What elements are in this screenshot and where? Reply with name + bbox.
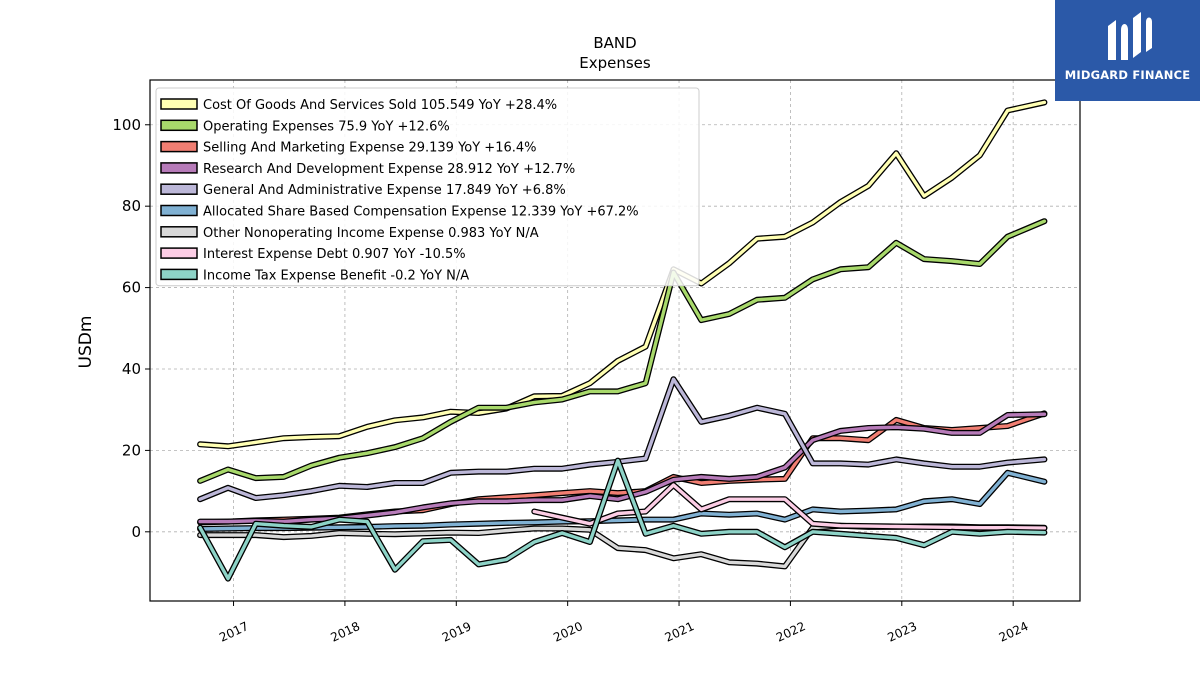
y-axis-label: USDm — [76, 316, 96, 369]
legend-box — [155, 87, 700, 287]
legend-swatch — [160, 162, 198, 174]
legend-label: Income Tax Expense Benefit -0.2 YoY N/A — [203, 268, 469, 283]
y-tick-label: 0 — [131, 523, 141, 541]
legend-item: Income Tax Expense Benefit -0.2 YoY N/A — [160, 268, 469, 283]
legend-swatch — [160, 98, 198, 110]
x-tick-label: 2021 — [663, 619, 697, 645]
legend-swatch — [160, 119, 198, 132]
legend-label: Other Nonoperating Income Expense 0.983 … — [203, 226, 539, 241]
legend-label: Operating Expenses 75.9 YoY +12.6% — [203, 119, 450, 134]
series-line — [198, 100, 1047, 448]
plot-series — [197, 99, 1048, 582]
legend-swatch — [160, 204, 198, 217]
legend-label: Interest Expense Debt 0.907 YoY -10.5% — [203, 247, 466, 262]
x-tick-label: 2024 — [997, 619, 1031, 645]
legend-swatch — [160, 140, 198, 153]
series-2 — [197, 218, 1048, 484]
legend-swatch — [160, 183, 198, 195]
x-tick-label: 2017 — [217, 619, 251, 645]
legend-item: Cost Of Goods And Services Sold 105.549 … — [160, 98, 557, 113]
x-tick-label: 2023 — [885, 619, 919, 645]
legend: Cost Of Goods And Services Sold 105.549 … — [155, 87, 700, 287]
series-8 — [531, 482, 1048, 532]
y-tick-label: 20 — [122, 441, 141, 459]
legend-label: Selling And Marketing Expense 29.139 YoY… — [203, 141, 537, 156]
legend-label: Cost Of Goods And Services Sold 105.549 … — [203, 98, 557, 113]
series-6 — [197, 469, 1048, 532]
legend-label: Allocated Share Based Compensation Expen… — [203, 205, 639, 220]
brand-name: MIDGARD FINANCE — [1064, 68, 1191, 82]
legend-item: Allocated Share Based Compensation Expen… — [160, 204, 639, 220]
legend-item: Research And Development Expense 28.912 … — [160, 162, 575, 177]
y-tick-label: 60 — [122, 279, 141, 297]
series-line — [532, 483, 1047, 530]
y-tick-label: 40 — [122, 360, 141, 378]
legend-swatch — [160, 268, 198, 281]
legend-item: Operating Expenses 75.9 YoY +12.6% — [160, 119, 450, 134]
series-line — [198, 471, 1047, 531]
legend-label: Research And Development Expense 28.912 … — [203, 162, 575, 177]
legend-label: General And Administrative Expense 17.84… — [203, 183, 566, 198]
x-tick-label: 2018 — [329, 619, 363, 645]
series-line — [198, 219, 1047, 483]
y-tick-label: 100 — [112, 116, 141, 134]
x-tick-label: 2019 — [440, 619, 474, 645]
legend-item: Other Nonoperating Income Expense 0.983 … — [160, 226, 539, 241]
series-1 — [197, 99, 1048, 450]
legend-item: General And Administrative Expense 17.84… — [160, 183, 566, 198]
x-tick-label: 2020 — [551, 619, 585, 645]
legend-item: Selling And Marketing Expense 29.139 YoY… — [160, 140, 537, 156]
series-line — [198, 458, 1047, 581]
chart-subtitle: Expenses — [579, 54, 651, 72]
legend-swatch — [160, 226, 198, 238]
legend-item: Interest Expense Debt 0.907 YoY -10.5% — [160, 247, 466, 262]
plot-frame — [149, 79, 1081, 602]
x-tick-label: 2022 — [774, 619, 808, 645]
series-9 — [197, 457, 1048, 582]
brand-logo: MIDGARD FINANCE — [1055, 0, 1200, 101]
brand-mark-icon — [1108, 12, 1152, 60]
chart-title: BAND — [593, 34, 636, 52]
legend-swatch — [160, 247, 198, 259]
y-tick-label: 80 — [122, 197, 141, 215]
